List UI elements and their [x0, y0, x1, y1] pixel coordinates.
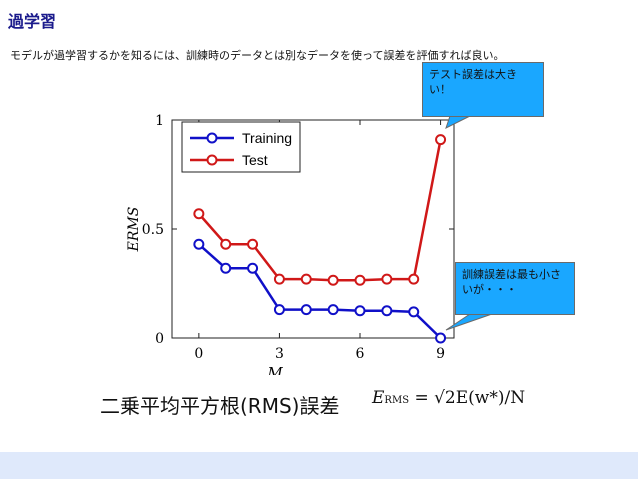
rms-formula: ERMS = √2E(w*)/N	[372, 388, 525, 408]
slide-title: 過学習	[8, 12, 57, 31]
formula-lhs: E	[372, 388, 385, 408]
point-test	[354, 274, 366, 286]
point-training	[408, 306, 420, 318]
point-test	[273, 273, 285, 285]
rms-caption: 二乗平均平方根(RMS)誤差	[100, 394, 340, 418]
point-training	[193, 238, 205, 250]
point-training	[435, 332, 447, 344]
point-training	[273, 304, 285, 316]
point-test	[193, 208, 205, 220]
point-test	[327, 274, 339, 286]
formula-lhs-sub: RMS	[384, 395, 410, 406]
point-training	[220, 262, 232, 274]
point-training	[381, 305, 393, 317]
y-tick-label: 1	[155, 113, 164, 129]
series-line-training	[198, 243, 442, 339]
bottom-band	[0, 452, 638, 479]
formula-rhs: = √2E(w*)/N	[414, 388, 526, 408]
chart: 0 0.5 1 0 3 6 9 M ERMS Training Test	[110, 105, 470, 382]
point-test	[408, 273, 420, 285]
point-training	[300, 304, 312, 316]
x-tick-label: 0	[194, 346, 203, 362]
callout-test-error: テスト誤差は大きい！	[422, 62, 544, 117]
legend-marker-test	[206, 154, 218, 166]
point-test	[220, 238, 232, 250]
callout-test-pointer	[445, 115, 471, 129]
legend-label-test: Test	[242, 152, 268, 168]
callout-training-error: 訓練誤差は最も小さいが・・・	[455, 262, 575, 315]
y-tick-label: 0	[155, 331, 164, 347]
y-tick-label: 0.5	[142, 222, 164, 238]
point-training	[247, 262, 259, 274]
legend-label-training: Training	[242, 130, 292, 146]
y-axis-label: ERMS	[126, 207, 142, 253]
x-tick-label: 6	[356, 346, 365, 362]
point-training	[327, 304, 339, 316]
legend-box	[181, 121, 301, 173]
intro-text: モデルが過学習するかを知るには、訓練時のデータとは別なデータを使って誤差を評価す…	[10, 49, 505, 62]
point-training	[354, 305, 366, 317]
point-test	[435, 134, 447, 146]
callout-train-pointer	[445, 313, 493, 331]
legend-marker-training	[206, 132, 218, 144]
x-tick-label: 3	[275, 346, 284, 362]
series-line-test	[197, 139, 442, 282]
point-test	[300, 273, 312, 285]
point-test	[247, 238, 259, 250]
point-test	[381, 273, 393, 285]
x-tick-label: 9	[436, 346, 445, 362]
